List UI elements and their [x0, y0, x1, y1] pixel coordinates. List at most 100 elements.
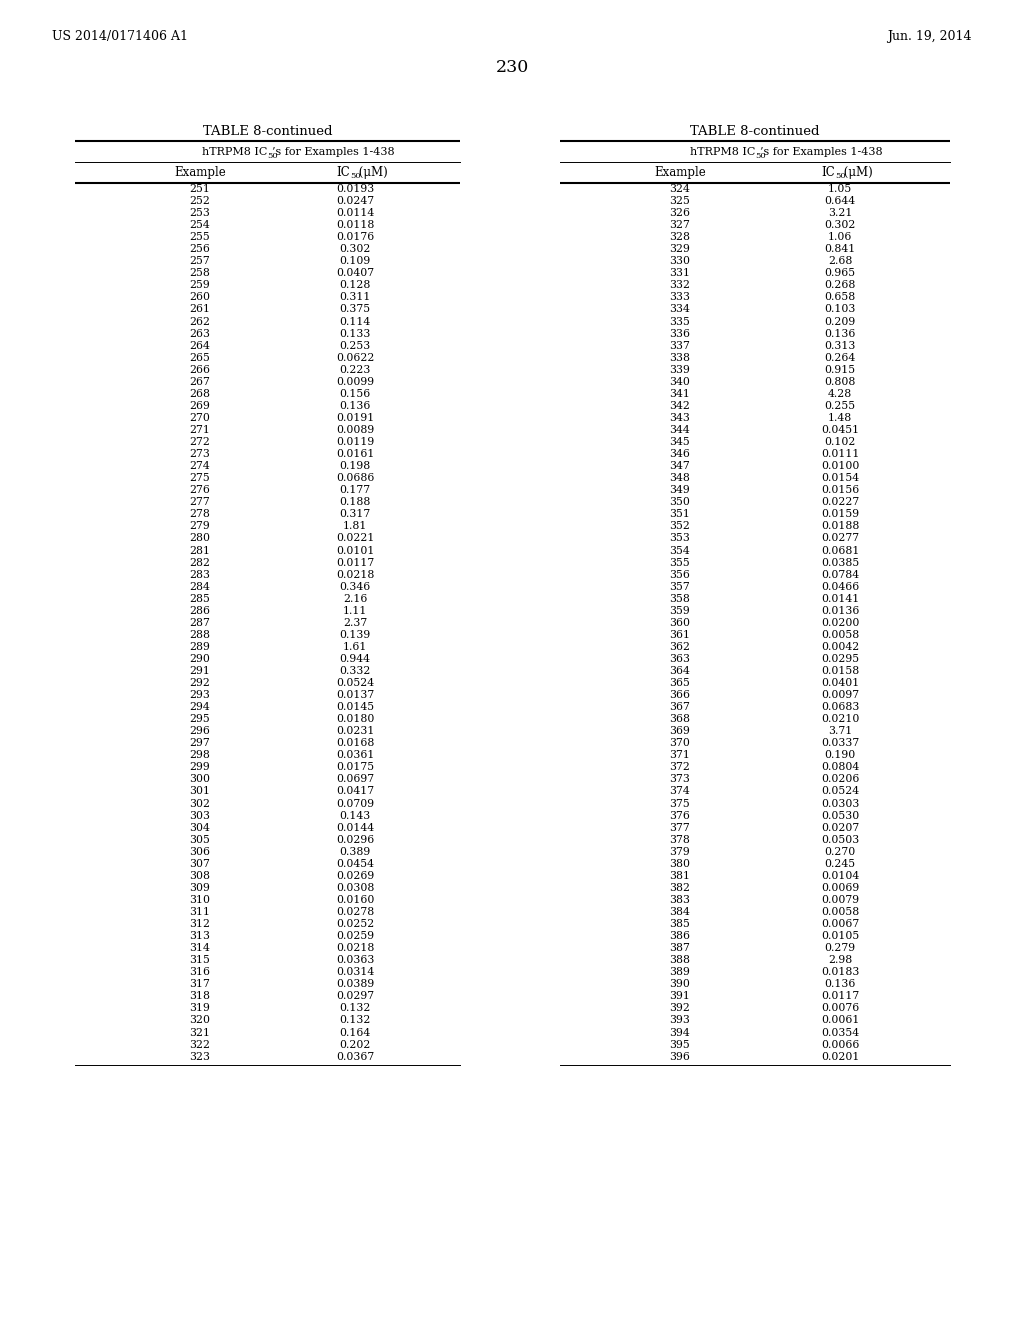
Text: 0.0367: 0.0367	[336, 1052, 374, 1061]
Text: 0.156: 0.156	[339, 389, 371, 399]
Text: 377: 377	[670, 822, 690, 833]
Text: 0.0454: 0.0454	[336, 859, 374, 869]
Text: 357: 357	[670, 582, 690, 591]
Text: 387: 387	[670, 944, 690, 953]
Text: 370: 370	[670, 738, 690, 748]
Text: 324: 324	[670, 183, 690, 194]
Text: 0.0097: 0.0097	[821, 690, 859, 700]
Text: 279: 279	[189, 521, 210, 532]
Text: 0.202: 0.202	[339, 1040, 371, 1049]
Text: 0.133: 0.133	[339, 329, 371, 339]
Text: 0.0114: 0.0114	[336, 209, 374, 218]
Text: 364: 364	[670, 667, 690, 676]
Text: 0.0407: 0.0407	[336, 268, 374, 279]
Text: 301: 301	[189, 787, 211, 796]
Text: 367: 367	[670, 702, 690, 713]
Text: 355: 355	[670, 557, 690, 568]
Text: 251: 251	[189, 183, 211, 194]
Text: 0.188: 0.188	[339, 498, 371, 507]
Text: 264: 264	[189, 341, 211, 351]
Text: 271: 271	[189, 425, 211, 436]
Text: 260: 260	[189, 293, 211, 302]
Text: 366: 366	[670, 690, 690, 700]
Text: 0.223: 0.223	[339, 364, 371, 375]
Text: 326: 326	[670, 209, 690, 218]
Text: 0.139: 0.139	[339, 630, 371, 640]
Text: 307: 307	[189, 859, 211, 869]
Text: 1.81: 1.81	[343, 521, 368, 532]
Text: 0.0200: 0.0200	[821, 618, 859, 628]
Text: 0.0145: 0.0145	[336, 702, 374, 713]
Text: 0.0683: 0.0683	[821, 702, 859, 713]
Text: 298: 298	[189, 750, 211, 760]
Text: 267: 267	[189, 376, 211, 387]
Text: 0.332: 0.332	[339, 667, 371, 676]
Text: 395: 395	[670, 1040, 690, 1049]
Text: IC: IC	[336, 166, 350, 180]
Text: 302: 302	[189, 799, 211, 809]
Text: Jun. 19, 2014: Jun. 19, 2014	[888, 30, 972, 44]
Text: 295: 295	[189, 714, 210, 725]
Text: 390: 390	[670, 979, 690, 989]
Text: 385: 385	[670, 919, 690, 929]
Text: 0.0697: 0.0697	[336, 775, 374, 784]
Text: 312: 312	[189, 919, 211, 929]
Text: 276: 276	[189, 486, 211, 495]
Text: 291: 291	[189, 667, 211, 676]
Text: 0.102: 0.102	[824, 437, 856, 447]
Text: 0.103: 0.103	[824, 305, 856, 314]
Text: 309: 309	[189, 883, 211, 892]
Text: 339: 339	[670, 364, 690, 375]
Text: 0.109: 0.109	[339, 256, 371, 267]
Text: 285: 285	[189, 594, 211, 603]
Text: 269: 269	[189, 401, 211, 411]
Text: 316: 316	[189, 968, 211, 977]
Text: 0.0269: 0.0269	[336, 871, 374, 880]
Text: 0.0117: 0.0117	[821, 991, 859, 1002]
Text: 274: 274	[189, 461, 210, 471]
Text: 361: 361	[670, 630, 690, 640]
Text: 0.808: 0.808	[824, 376, 856, 387]
Text: 0.0530: 0.0530	[821, 810, 859, 821]
Text: (μM): (μM)	[840, 166, 872, 180]
Text: 0.0183: 0.0183	[821, 968, 859, 977]
Text: 0.0058: 0.0058	[821, 907, 859, 917]
Text: (μM): (μM)	[355, 166, 388, 180]
Text: 304: 304	[189, 822, 211, 833]
Text: 0.0117: 0.0117	[336, 557, 374, 568]
Text: 386: 386	[670, 931, 690, 941]
Text: 0.0100: 0.0100	[821, 461, 859, 471]
Text: 0.128: 0.128	[339, 280, 371, 290]
Text: 280: 280	[189, 533, 211, 544]
Text: 358: 358	[670, 594, 690, 603]
Text: 0.0206: 0.0206	[821, 775, 859, 784]
Text: 259: 259	[189, 280, 210, 290]
Text: 0.0221: 0.0221	[336, 533, 374, 544]
Text: 253: 253	[189, 209, 211, 218]
Text: 0.0303: 0.0303	[821, 799, 859, 809]
Text: 0.0066: 0.0066	[821, 1040, 859, 1049]
Text: 0.0159: 0.0159	[821, 510, 859, 519]
Text: 256: 256	[189, 244, 211, 255]
Text: 341: 341	[670, 389, 690, 399]
Text: 0.0069: 0.0069	[821, 883, 859, 892]
Text: 50: 50	[835, 173, 846, 181]
Text: 0.644: 0.644	[824, 197, 856, 206]
Text: 272: 272	[189, 437, 211, 447]
Text: 0.389: 0.389	[339, 846, 371, 857]
Text: 0.0681: 0.0681	[821, 545, 859, 556]
Text: 378: 378	[670, 834, 690, 845]
Text: 0.136: 0.136	[339, 401, 371, 411]
Text: 0.0231: 0.0231	[336, 726, 374, 737]
Text: 0.0417: 0.0417	[336, 787, 374, 796]
Text: 383: 383	[670, 895, 690, 906]
Text: 288: 288	[189, 630, 211, 640]
Text: 374: 374	[670, 787, 690, 796]
Text: 338: 338	[670, 352, 690, 363]
Text: 322: 322	[189, 1040, 211, 1049]
Text: hTRPM8 IC: hTRPM8 IC	[202, 147, 267, 157]
Text: 50: 50	[350, 173, 360, 181]
Text: 299: 299	[189, 763, 210, 772]
Text: 317: 317	[189, 979, 211, 989]
Text: 0.0804: 0.0804	[821, 763, 859, 772]
